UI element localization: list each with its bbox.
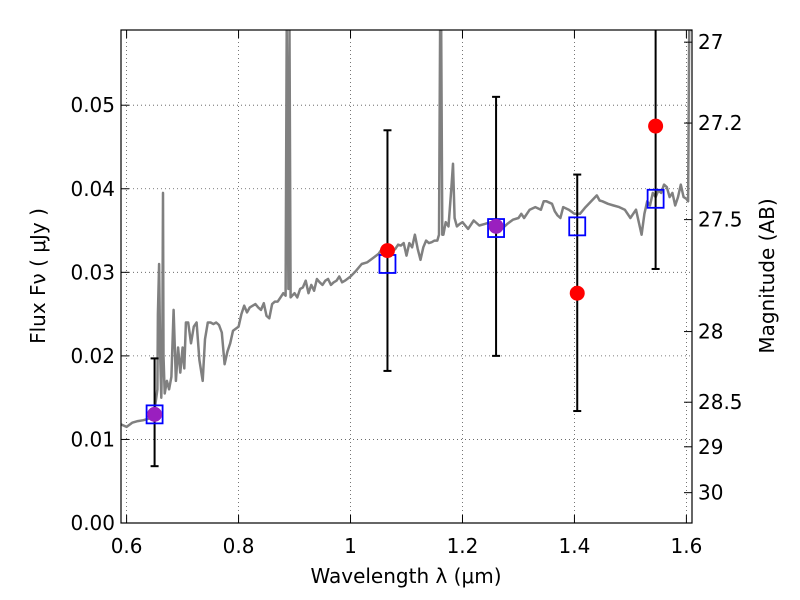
observed-point — [147, 406, 163, 422]
x-axis-label: Wavelength λ (μm) — [310, 564, 501, 588]
x-tick-label: 0.8 — [223, 534, 255, 558]
y-tick-label: 0.00 — [70, 511, 115, 535]
mag-tick-label: 27 — [698, 30, 723, 54]
mag-tick-label: 30 — [698, 481, 723, 505]
y-tick-label: 0.05 — [70, 93, 115, 117]
mag-tick-label: 27.5 — [698, 208, 743, 232]
x-tick-label: 1 — [344, 534, 357, 558]
axis-ticks — [121, 30, 692, 524]
y-axis-label-left: Flux Fν ( μJy ) — [26, 208, 50, 344]
observed-point — [379, 243, 395, 259]
model-spectrum-line — [121, 30, 692, 429]
tick-labels: 0.6 0.8 1 1.2 1.4 1.6 0.00 0.01 0.02 0.03 0.04 0.05… — [70, 30, 742, 558]
mag-tick-label: 29 — [698, 435, 723, 459]
model-point-square — [646, 188, 665, 209]
mag-tick-label: 27.2 — [698, 111, 743, 135]
plot-frame — [120, 29, 693, 524]
grid-lines — [121, 30, 692, 524]
mag-tick-label: 28 — [698, 320, 723, 344]
y-axis-label-right: Magnitude (AB) — [755, 198, 779, 353]
observed-point — [488, 218, 504, 234]
x-tick-label: 1.4 — [559, 534, 591, 558]
observed-point — [648, 118, 664, 134]
y-tick-label: 0.01 — [70, 427, 115, 451]
observed-photometry-markers — [147, 118, 664, 422]
x-tick-label: 1.6 — [670, 534, 702, 558]
y-tick-label: 0.03 — [70, 260, 115, 284]
x-tick-label: 1.2 — [447, 534, 479, 558]
x-tick-label: 0.6 — [111, 534, 143, 558]
observed-point — [569, 285, 585, 301]
model-point-square — [145, 404, 164, 425]
model-point-square — [568, 216, 587, 237]
mag-tick-label: 28.5 — [698, 390, 743, 414]
y-tick-label: 0.04 — [70, 177, 115, 201]
y-tick-label: 0.02 — [70, 344, 115, 368]
model-photometry-markers — [145, 188, 665, 425]
